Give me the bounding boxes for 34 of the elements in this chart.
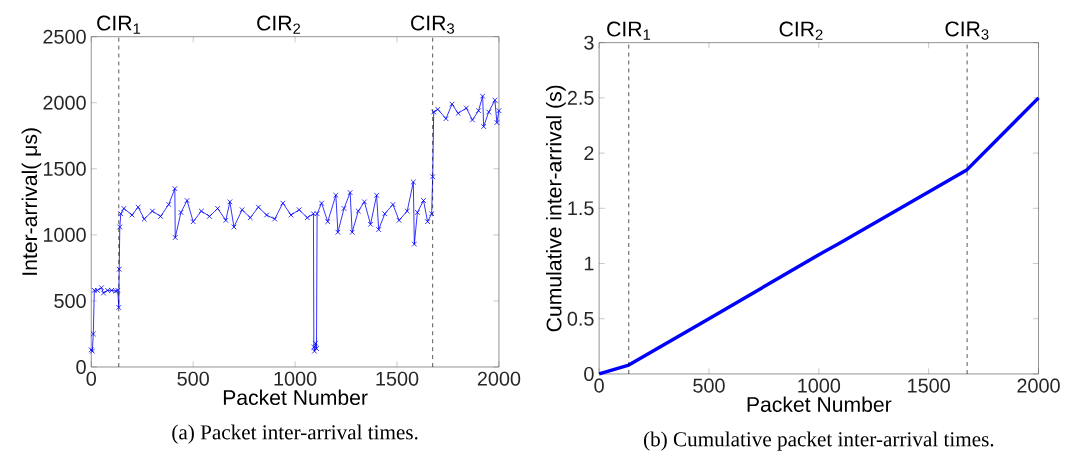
text: (a) Packet inter-arrival times.: [172, 424, 418, 444]
x-tick-label: 2000: [477, 371, 521, 386]
ref-line-label: CIR$_{3}$: [411, 15, 455, 34]
x-tick-label: 0: [86, 371, 96, 386]
x-tick-label: 500: [693, 378, 725, 393]
ref-line-label: CIR$_{3}$: [945, 21, 989, 40]
y-tick-label: 2500: [43, 29, 86, 44]
y-axis-title: Inter-arrival( μs): [21, 128, 42, 275]
ref-line-label: CIR$_{1}$: [97, 15, 141, 34]
x-tick-label: 2000: [1017, 378, 1060, 393]
text: (b) Cumulative packet inter-arrival times.: [643, 431, 994, 451]
y-tick-label: 0: [76, 359, 86, 374]
x-tick-label: 500: [177, 371, 209, 386]
ref-line-label: CIR$_{1}$: [607, 21, 651, 40]
y-tick-label: 1.5: [568, 201, 594, 216]
x-axis-title: Packet Number: [223, 389, 368, 405]
x-tick-label: 1000: [274, 371, 317, 386]
x-tick-label: 1000: [798, 378, 841, 393]
y-tick-label: 0.5: [567, 311, 594, 326]
x-tick-label: 1500: [908, 378, 950, 393]
y-tick-label: 2.5: [567, 90, 594, 105]
y-tick-label: 3: [584, 35, 594, 50]
x-axis-title: Packet Number: [747, 396, 892, 412]
y-tick-label: 1500: [43, 161, 86, 176]
y-tick-label: 2: [584, 146, 594, 160]
y-axis-title: Cumulative inter-arrival (s): [546, 85, 566, 332]
x-tick-label: 0: [594, 378, 604, 393]
y-tick-label: 2000: [43, 95, 86, 110]
y-tick-label: 500: [54, 293, 86, 308]
x-tick-label: 1500: [376, 371, 419, 386]
y-tick-label: 1000: [43, 227, 86, 242]
text: CIR$_{2}$: [779, 21, 823, 40]
text: CIR$_{2}$: [257, 15, 301, 34]
y-tick-label: 1: [584, 256, 594, 271]
